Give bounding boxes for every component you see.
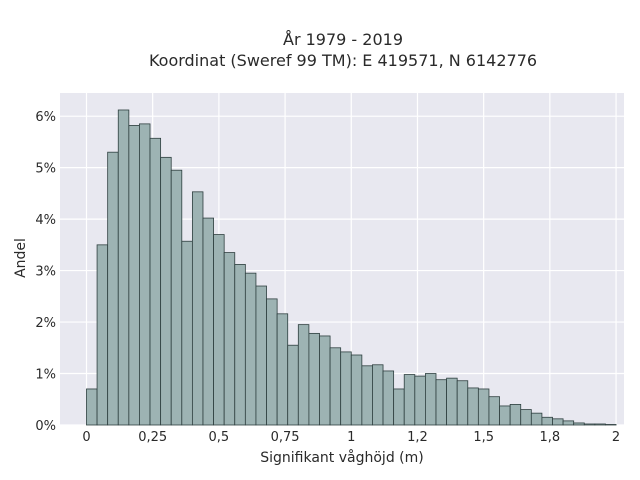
bar-7: [160, 156, 172, 426]
bar-41: [520, 409, 532, 426]
y-tick-label-4: 4%: [35, 213, 56, 228]
bar-19: [287, 344, 299, 426]
bar-5: [139, 123, 151, 426]
bar-3: [117, 109, 130, 426]
bar-39: [499, 405, 511, 426]
x-tick-label-0: 0: [82, 430, 90, 445]
bar-33: [435, 379, 447, 426]
bar-28: [382, 370, 395, 426]
x-tick-label-5: 1,2: [407, 430, 428, 445]
y-tick-label-2: 2%: [35, 316, 56, 331]
bar-23: [329, 347, 342, 426]
bar-22: [319, 335, 331, 426]
x-tick-label-7: 1,8: [540, 430, 561, 445]
bar-14: [234, 264, 246, 426]
bar-25: [350, 354, 363, 426]
bar-47: [583, 423, 596, 426]
x-tick-label-4: 1: [347, 430, 355, 445]
bar-45: [562, 420, 575, 426]
y-tick-label-0: 0%: [35, 419, 56, 434]
bar-16: [255, 285, 267, 426]
bar-18: [276, 313, 289, 426]
y-tick-label-5: 5%: [35, 162, 56, 177]
chart-title: År 1979 - 2019: [283, 30, 403, 49]
y-tick-label-3: 3%: [35, 265, 56, 280]
bar-4: [128, 125, 140, 426]
bar-30: [403, 374, 416, 426]
x-axis-title: Signifikant våghöjd (m): [260, 449, 423, 466]
histogram-bars: [86, 109, 617, 426]
bar-27: [372, 364, 384, 426]
bar-6: [149, 137, 162, 426]
bar-21: [308, 332, 320, 426]
bar-9: [181, 240, 193, 426]
y-tick-label-6: 6%: [35, 110, 56, 125]
bar-38: [488, 396, 500, 426]
x-tick-label-8: 2: [612, 430, 620, 445]
bar-13: [223, 252, 236, 426]
bar-46: [573, 422, 585, 426]
bar-37: [477, 388, 490, 426]
bar-15: [244, 272, 257, 426]
bar-1: [96, 244, 109, 426]
bar-29: [393, 388, 405, 426]
bar-31: [414, 375, 426, 426]
y-tick-labels: 0% 1% 2% 3% 4% 5% 6%: [35, 110, 56, 434]
y-axis-title: Andel: [13, 238, 29, 278]
bar-42: [530, 412, 543, 426]
bar-12: [213, 234, 225, 426]
bar-35: [456, 380, 469, 426]
y-tick-label-1: 1%: [35, 368, 56, 383]
bar-24: [340, 351, 352, 426]
x-tick-label-2: 0,5: [209, 430, 230, 445]
bar-17: [266, 298, 278, 426]
bar-0: [86, 388, 98, 426]
bar-20: [297, 324, 310, 426]
bar-2: [107, 151, 119, 426]
x-tick-labels: 0 0,25 0,5 0,75 1 1,2 1,5 1,8 2: [82, 430, 620, 445]
bar-40: [509, 404, 522, 426]
bar-44: [552, 418, 564, 426]
bar-49: [605, 424, 617, 426]
x-tick-label-1: 0,25: [138, 430, 167, 445]
bar-10: [191, 191, 204, 426]
bar-48: [594, 423, 606, 426]
bar-32: [425, 373, 437, 426]
bar-43: [541, 416, 553, 426]
bar-8: [170, 169, 183, 426]
x-tick-label-6: 1,5: [473, 430, 494, 445]
bar-36: [467, 387, 479, 426]
chart-subtitle: Koordinat (Sweref 99 TM): E 419571, N 61…: [149, 51, 537, 70]
bar-34: [446, 377, 458, 426]
x-tick-label-3: 0,75: [271, 430, 300, 445]
bar-11: [202, 217, 214, 426]
bar-26: [361, 365, 373, 426]
